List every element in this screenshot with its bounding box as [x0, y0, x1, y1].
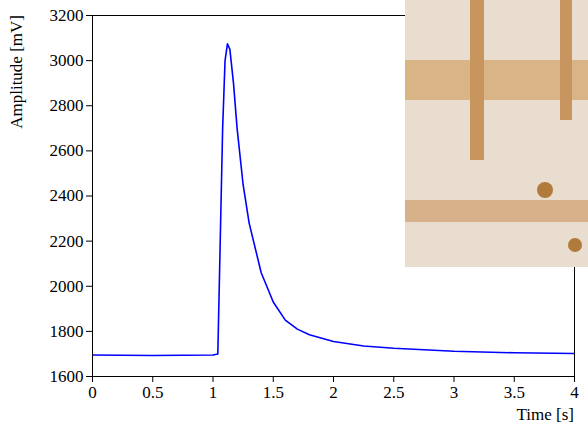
svg-text:Amplitude [mV]: Amplitude [mV] [7, 15, 26, 129]
svg-text:4: 4 [570, 383, 579, 402]
svg-text:0: 0 [88, 383, 97, 402]
svg-text:2000: 2000 [50, 277, 84, 296]
svg-text:2200: 2200 [50, 232, 84, 251]
svg-text:2: 2 [329, 383, 338, 402]
svg-text:1.5: 1.5 [263, 383, 284, 402]
svg-text:1800: 1800 [50, 322, 84, 341]
svg-text:3200: 3200 [50, 6, 84, 25]
svg-text:Time [s]: Time [s] [517, 405, 574, 424]
svg-text:2600: 2600 [50, 141, 84, 160]
svg-text:3.5: 3.5 [504, 383, 525, 402]
svg-text:3000: 3000 [50, 51, 84, 70]
svg-text:2800: 2800 [50, 96, 84, 115]
svg-text:2400: 2400 [50, 186, 84, 205]
svg-text:1600: 1600 [50, 367, 84, 386]
svg-text:3: 3 [450, 383, 459, 402]
svg-text:0.5: 0.5 [142, 383, 163, 402]
svg-text:2.5: 2.5 [383, 383, 404, 402]
svg-text:1: 1 [209, 383, 218, 402]
